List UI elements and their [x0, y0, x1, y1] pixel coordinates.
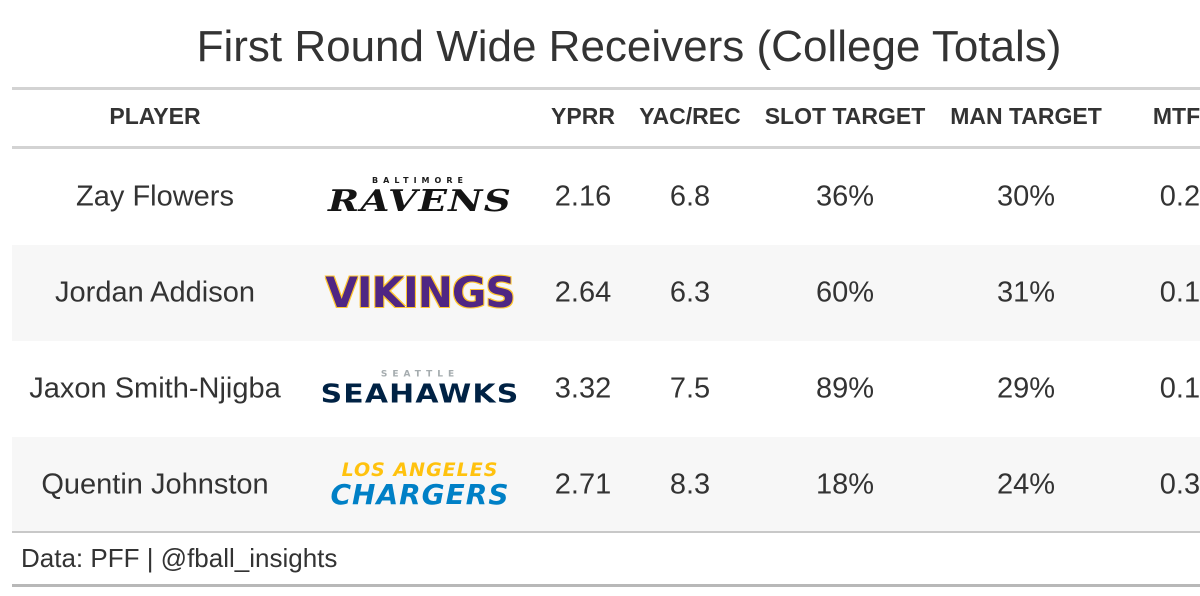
player-name: Jaxon Smith-Njigba	[29, 372, 281, 405]
slot-target-value: 60%	[815, 276, 875, 309]
top-rule	[12, 87, 1200, 90]
header-rule	[12, 146, 1200, 149]
yac-rec-value: 6.8	[669, 180, 711, 213]
logo-subtext: LOS ANGELES	[341, 459, 499, 481]
logo-wordmark: SEAHAWKS	[320, 379, 520, 410]
footer-rule	[12, 584, 1200, 587]
logo-subtext: BALTIMORE	[372, 176, 468, 185]
player-name: Zay Flowers	[76, 180, 234, 213]
slot-target-value: 18%	[815, 468, 875, 501]
mtf-r-value: 0.20	[1159, 180, 1200, 213]
logo-wordmark: VIKINGS	[325, 268, 515, 317]
header-mtf-r: MTF/R	[1152, 103, 1200, 129]
logo-subtext: SEATTLE	[380, 369, 460, 380]
table-row: Quentin Johnston LOS ANGELES CHARGERS 2.…	[12, 437, 1200, 533]
mtf-r-value: 0.18	[1159, 276, 1200, 309]
header-yprr: YPRR	[551, 103, 615, 129]
man-target-value: 31%	[996, 276, 1056, 309]
slot-target-value: 36%	[815, 180, 875, 213]
yprr-value: 2.64	[554, 276, 612, 309]
bottom-rule	[12, 531, 1200, 533]
table-row: Jaxon Smith-Njigba SEATTLE SEAHAWKS 3.32…	[12, 341, 1200, 437]
logo-wordmark: RAVENS	[327, 184, 513, 219]
ravens-logo: BALTIMORE RAVENS	[328, 176, 511, 217]
yac-rec-value: 7.5	[669, 372, 711, 405]
vikings-logo: VIKINGS	[325, 268, 515, 317]
table-row: Jordan Addison VIKINGS 2.64 6.3 60% 31% …	[12, 245, 1200, 341]
mtf-r-value: 0.18	[1159, 372, 1200, 405]
logo-wordmark: CHARGERS	[330, 478, 510, 511]
header-player: PLAYER	[109, 103, 201, 129]
man-target-value: 29%	[996, 372, 1056, 405]
yprr-value: 2.71	[554, 468, 612, 501]
mtf-r-value: 0.39	[1159, 468, 1200, 501]
header-man-target: MAN TARGET	[950, 103, 1102, 129]
table-row: Zay Flowers BALTIMORE RAVENS 2.16 6.8 36…	[12, 149, 1200, 245]
player-name: Jordan Addison	[55, 276, 255, 309]
source-footer: Data: PFF | @fball_insights	[21, 543, 338, 573]
header-slot-target: SLOT TARGET	[764, 103, 926, 129]
table-title: First Round Wide Receivers (College Tota…	[196, 22, 1062, 71]
chargers-logo: LOS ANGELES CHARGERS	[330, 461, 509, 509]
yprr-value: 3.32	[554, 372, 612, 405]
slot-target-value: 89%	[815, 372, 875, 405]
header-yac-rec: YAC/REC	[639, 103, 741, 129]
yac-rec-value: 8.3	[669, 468, 711, 501]
seahawks-logo: SEATTLE SEAHAWKS	[321, 369, 519, 408]
player-name: Quentin Johnston	[41, 468, 269, 501]
man-target-value: 24%	[996, 468, 1056, 501]
yprr-value: 2.16	[554, 180, 612, 213]
man-target-value: 30%	[996, 180, 1056, 213]
yac-rec-value: 6.3	[669, 276, 711, 309]
